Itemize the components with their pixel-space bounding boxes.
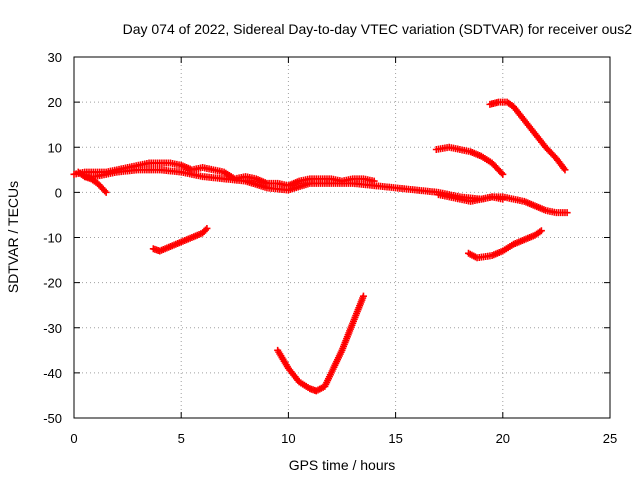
data-point xyxy=(201,226,209,234)
data-point xyxy=(563,209,571,217)
y-tick-label: -10 xyxy=(43,231,62,246)
series-arc-late-right xyxy=(434,191,507,205)
x-tick-label: 10 xyxy=(281,431,295,446)
y-tick-label: -50 xyxy=(43,411,62,426)
series-arc-morning-neg xyxy=(149,224,211,255)
data-point xyxy=(561,166,569,174)
x-tick-label: 5 xyxy=(178,431,185,446)
series-arc-evening-up xyxy=(432,143,507,178)
y-tick-label: -40 xyxy=(43,366,62,381)
data-point xyxy=(359,292,367,300)
y-tick-label: 0 xyxy=(55,185,62,200)
y-tick-label: 20 xyxy=(48,95,62,110)
x-tick-label: 15 xyxy=(388,431,402,446)
data-point xyxy=(497,169,505,177)
y-tick-label: 10 xyxy=(48,140,62,155)
y-tick-label: 30 xyxy=(48,50,62,65)
y-axis-label: SDTVAR / TECUs xyxy=(5,181,21,293)
x-axis: 0 5 10 15 20 25 xyxy=(70,57,617,446)
x-tick-label: 0 xyxy=(70,431,77,446)
series-arc-evening-neg xyxy=(464,227,545,262)
series-arc-short-left xyxy=(74,168,110,196)
y-tick-label: -30 xyxy=(43,321,62,336)
data-point xyxy=(499,170,507,178)
series-arc-v-dip xyxy=(274,292,367,395)
data-point xyxy=(499,195,507,203)
gridlines xyxy=(74,57,610,418)
series-arc-evening-high xyxy=(486,98,569,174)
x-axis-label: GPS time / hours xyxy=(289,457,396,473)
data-point xyxy=(537,227,545,235)
x-tick-label: 20 xyxy=(496,431,510,446)
data-point xyxy=(102,188,110,196)
series-arc-main-lower xyxy=(81,166,571,217)
chart-title: Day 074 of 2022, Sidereal Day-to-day VTE… xyxy=(123,21,633,37)
x-tick-label: 25 xyxy=(603,431,617,446)
y-tick-label: -20 xyxy=(43,276,62,291)
data-point xyxy=(101,187,109,195)
data-point xyxy=(203,224,211,232)
y-axis: 30 20 10 0 -10 -20 -30 -40 -50 xyxy=(43,50,610,426)
data-points xyxy=(70,98,571,395)
